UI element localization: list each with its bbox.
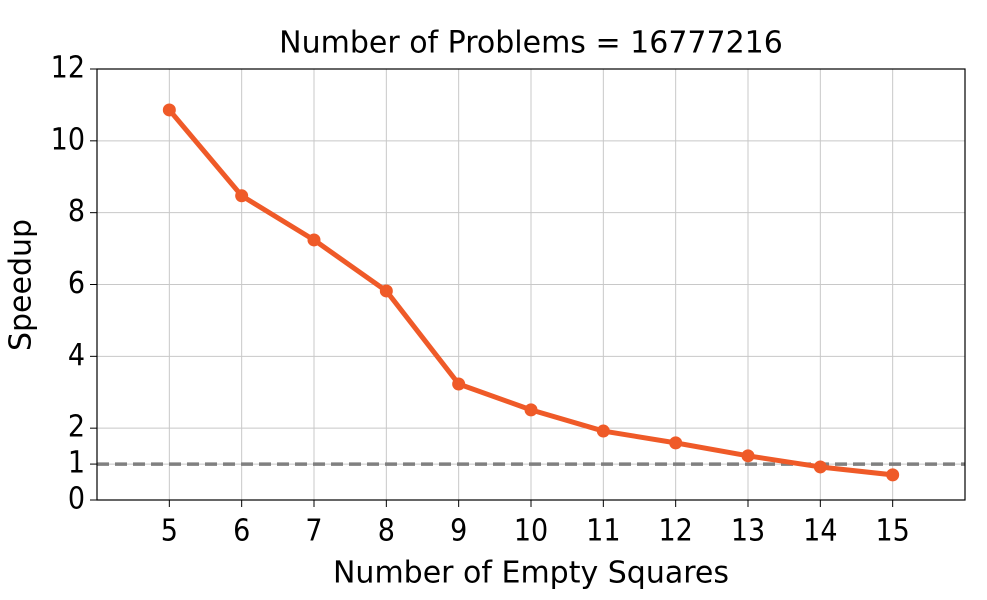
x-tick-label: 9 <box>450 514 467 549</box>
data-point <box>379 284 393 298</box>
x-tick-label: 7 <box>305 514 322 549</box>
x-tick-label: 15 <box>875 514 909 549</box>
x-tick-label: 11 <box>586 514 620 549</box>
x-tick-label: 13 <box>731 514 765 549</box>
y-tick-label: 10 <box>51 122 85 157</box>
x-tick-label: 6 <box>233 514 250 549</box>
y-tick-label: 1 <box>68 446 85 481</box>
data-point <box>162 103 176 117</box>
data-point <box>524 403 538 417</box>
x-tick-label: 14 <box>803 514 837 549</box>
y-tick-label: 12 <box>51 51 85 86</box>
y-tick-label: 0 <box>68 482 85 517</box>
x-tick-label: 8 <box>378 514 395 549</box>
y-axis-label: Speedup <box>4 219 39 351</box>
data-point <box>596 424 610 438</box>
y-tick-label: 4 <box>68 338 85 373</box>
data-point <box>307 233 321 247</box>
x-axis-label: Number of Empty Squares <box>333 556 729 591</box>
x-tick-label: 10 <box>514 514 548 549</box>
x-tick-label: 12 <box>658 514 692 549</box>
data-point <box>741 449 755 463</box>
data-point <box>886 468 900 482</box>
data-point <box>669 436 683 450</box>
plot-frame <box>96 68 966 501</box>
y-tick-label: 2 <box>68 410 85 445</box>
y-tick-label: 6 <box>68 266 85 301</box>
data-point <box>235 189 249 203</box>
x-tick-label: 5 <box>161 514 178 549</box>
y-tick-label: 8 <box>68 194 85 229</box>
data-point <box>452 377 466 391</box>
chart-title: Number of Problems = 16777216 <box>279 26 783 61</box>
data-point <box>813 460 827 474</box>
